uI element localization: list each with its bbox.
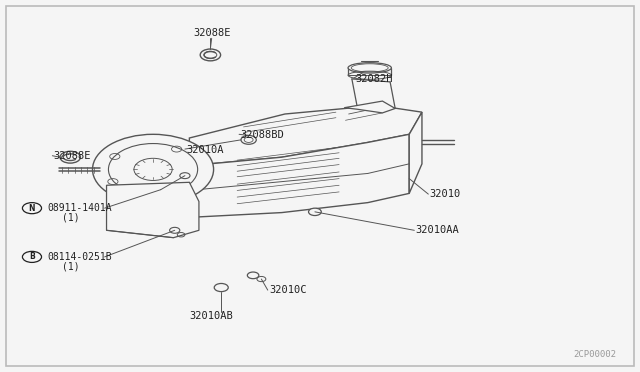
- Circle shape: [308, 208, 321, 215]
- Text: B: B: [29, 252, 35, 262]
- Circle shape: [200, 49, 221, 61]
- Polygon shape: [189, 134, 409, 217]
- Circle shape: [93, 134, 214, 205]
- Text: N: N: [29, 203, 35, 213]
- Text: 2CP00002: 2CP00002: [573, 350, 616, 359]
- Text: 32088BD: 32088BD: [241, 130, 284, 140]
- Circle shape: [60, 151, 81, 163]
- Text: 32010: 32010: [429, 189, 461, 199]
- Text: 32010AA: 32010AA: [415, 225, 460, 235]
- Text: 08911-1401A: 08911-1401A: [47, 203, 112, 213]
- Polygon shape: [409, 112, 422, 193]
- Text: 32010AB: 32010AB: [190, 311, 234, 321]
- Polygon shape: [344, 101, 395, 113]
- Polygon shape: [189, 106, 422, 166]
- Text: 32088E: 32088E: [193, 28, 230, 38]
- Ellipse shape: [348, 62, 392, 73]
- Text: (1): (1): [62, 212, 79, 222]
- Polygon shape: [100, 146, 199, 189]
- Text: 32082H: 32082H: [355, 74, 392, 84]
- Text: 32088E: 32088E: [54, 151, 91, 161]
- Text: 08114-0251B: 08114-0251B: [47, 252, 112, 262]
- Text: 32010A: 32010A: [186, 145, 224, 155]
- Circle shape: [241, 135, 256, 144]
- Polygon shape: [106, 182, 199, 238]
- Text: (1): (1): [62, 262, 79, 272]
- Text: 32010C: 32010C: [269, 285, 307, 295]
